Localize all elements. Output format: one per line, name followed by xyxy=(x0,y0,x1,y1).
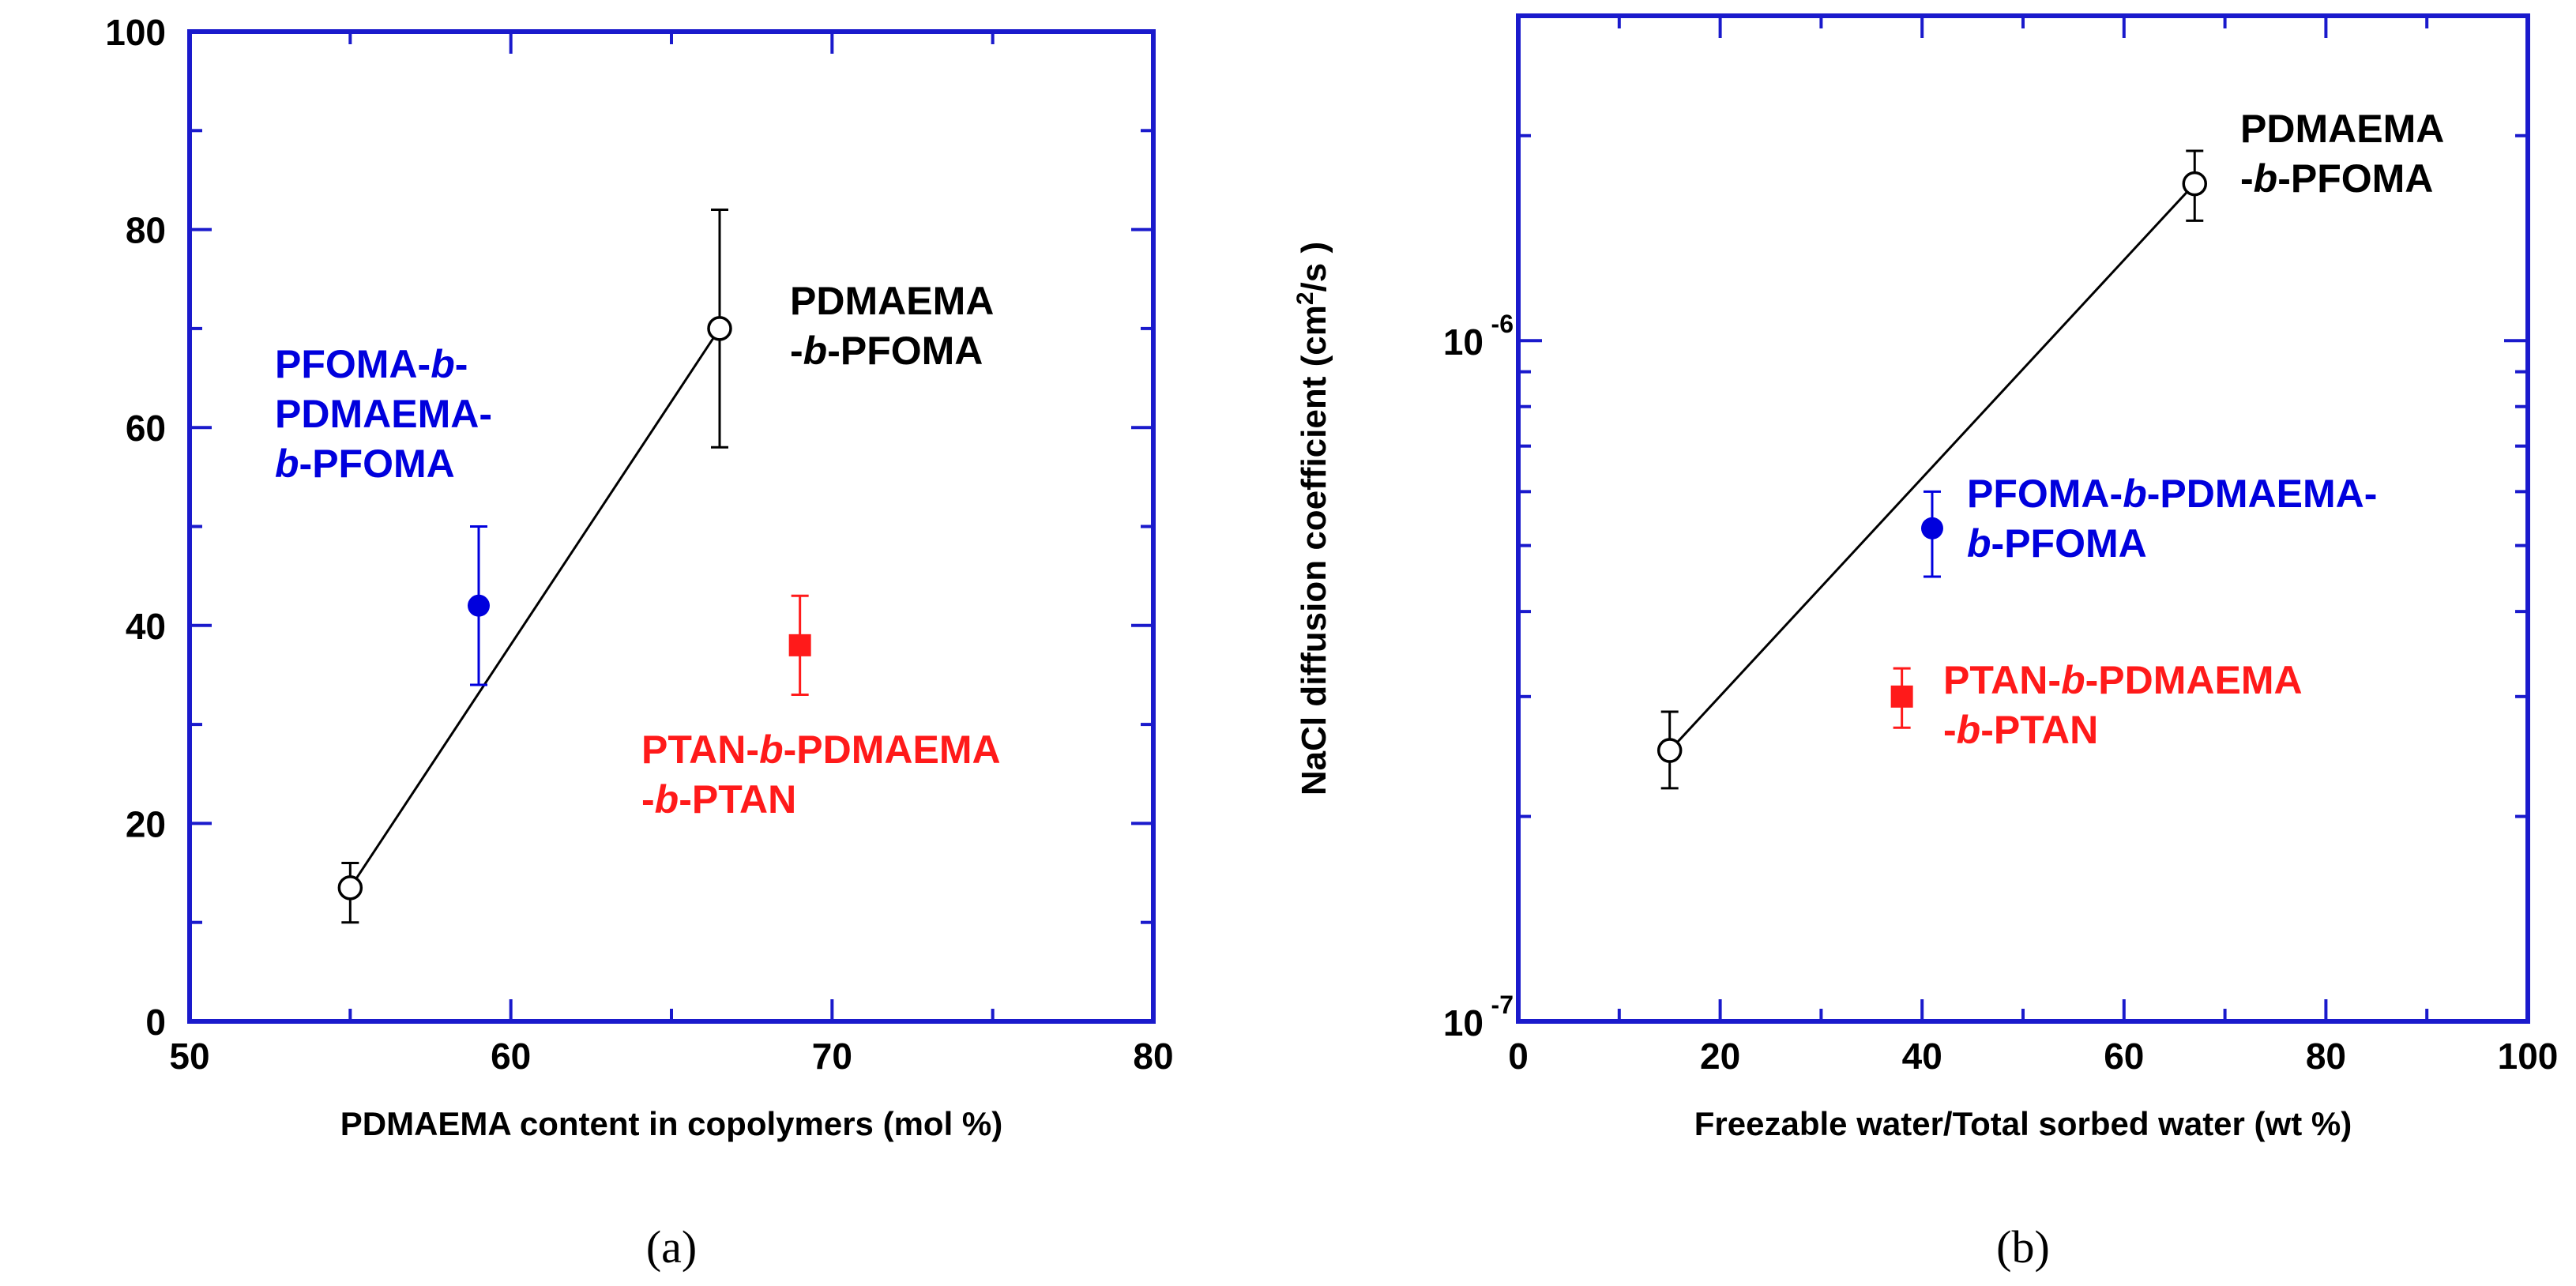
series-pdmaema-b-pfoma: PDMAEMA -b-PFOMA xyxy=(1657,107,2444,790)
y-tick-label: 60 xyxy=(126,408,166,449)
x-tick-label: 70 xyxy=(812,1036,852,1077)
data-point xyxy=(337,875,363,901)
series-pfoma-b-pdmaema-b-pfoma: PFOMA-b- PDMAEMA-b-PFOMA xyxy=(275,342,492,686)
x-tick-label: 0 xyxy=(1508,1036,1529,1077)
data-point xyxy=(1920,517,1943,540)
series-label: PFOMA-b- xyxy=(275,342,468,386)
series-pfoma-b-pdmaema-b-pfoma: PFOMA-b-PDMAEMA-b-PFOMA xyxy=(1920,472,2377,578)
y-tick-label-exp: -7 xyxy=(1491,991,1514,1019)
series-label: PTAN-b-PDMAEMA xyxy=(1943,658,2303,702)
data-point xyxy=(1890,685,1913,708)
y-tick-label: 80 xyxy=(126,210,166,251)
y-tick-label-exp: -6 xyxy=(1491,310,1514,338)
y-tick-label-base: 10 xyxy=(1443,1002,1484,1043)
data-point xyxy=(707,316,732,341)
series-ptan-b-pdmaema-b-ptan: PTAN-b-PDMAEMA -b-PTAN xyxy=(1890,658,2303,752)
series-label: PFOMA-b-PDMAEMA- xyxy=(1967,472,2377,516)
plot-frame xyxy=(187,29,1156,1024)
series-label: b-PFOMA xyxy=(1967,521,2147,566)
series-label: PDMAEMA xyxy=(790,279,994,323)
y-tick-label: 20 xyxy=(126,803,166,844)
x-tick-label: 80 xyxy=(1133,1036,1173,1077)
x-tick-label: 60 xyxy=(2104,1036,2144,1077)
data-point xyxy=(468,594,490,617)
series-label: b-PFOMA xyxy=(275,442,455,486)
y-tick-label-base: 10 xyxy=(1443,322,1484,363)
series-label: PDMAEMA xyxy=(2240,107,2444,151)
y-tick-label: 0 xyxy=(145,1002,166,1043)
x-tick-label: 60 xyxy=(491,1036,531,1077)
x-axis-label: Freezable water/Total sorbed water (wt %… xyxy=(1694,1105,2352,1142)
x-tick-label: 50 xyxy=(169,1036,209,1077)
y-tick-label: 40 xyxy=(126,606,166,647)
series-label: -b-PTAN xyxy=(1943,708,2098,752)
series-label: PTAN-b-PDMAEMA xyxy=(641,728,1001,772)
series-pdmaema-b-pfoma: PDMAEMA -b-PFOMA xyxy=(337,209,994,924)
series-label: -b-PTAN xyxy=(641,777,796,822)
panel-caption: (b) xyxy=(1996,1221,2050,1273)
data-point xyxy=(2182,171,2208,197)
x-axis-label: PDMAEMA content in copolymers (mol %) xyxy=(340,1105,1003,1142)
x-tick-label: 100 xyxy=(2498,1036,2559,1077)
series-label: -b-PFOMA xyxy=(790,329,983,373)
series-line xyxy=(1668,182,2196,752)
x-tick-label: 40 xyxy=(1902,1036,1942,1077)
data-point xyxy=(1657,738,1683,763)
series-ptan-b-pdmaema-b-ptan: PTAN-b-PDMAEMA -b-PTAN xyxy=(641,594,1001,822)
series-line xyxy=(349,328,721,889)
y-tick-label: 100 xyxy=(105,12,166,53)
series-label: -b-PFOMA xyxy=(2240,156,2433,201)
chart-panel-a: 50 60 70 80 0 20 40 60 80 100 PDMAEMA content in c… xyxy=(105,12,1173,1273)
x-tick-label: 20 xyxy=(1700,1036,1740,1077)
series-label: PDMAEMA- xyxy=(275,392,492,436)
panel-caption: (a) xyxy=(646,1221,697,1273)
y-axis-label: NaCl diffusion coefficient (cm2/s ) xyxy=(1292,242,1333,795)
x-tick-label: 80 xyxy=(2306,1036,2346,1077)
data-point xyxy=(788,634,811,656)
